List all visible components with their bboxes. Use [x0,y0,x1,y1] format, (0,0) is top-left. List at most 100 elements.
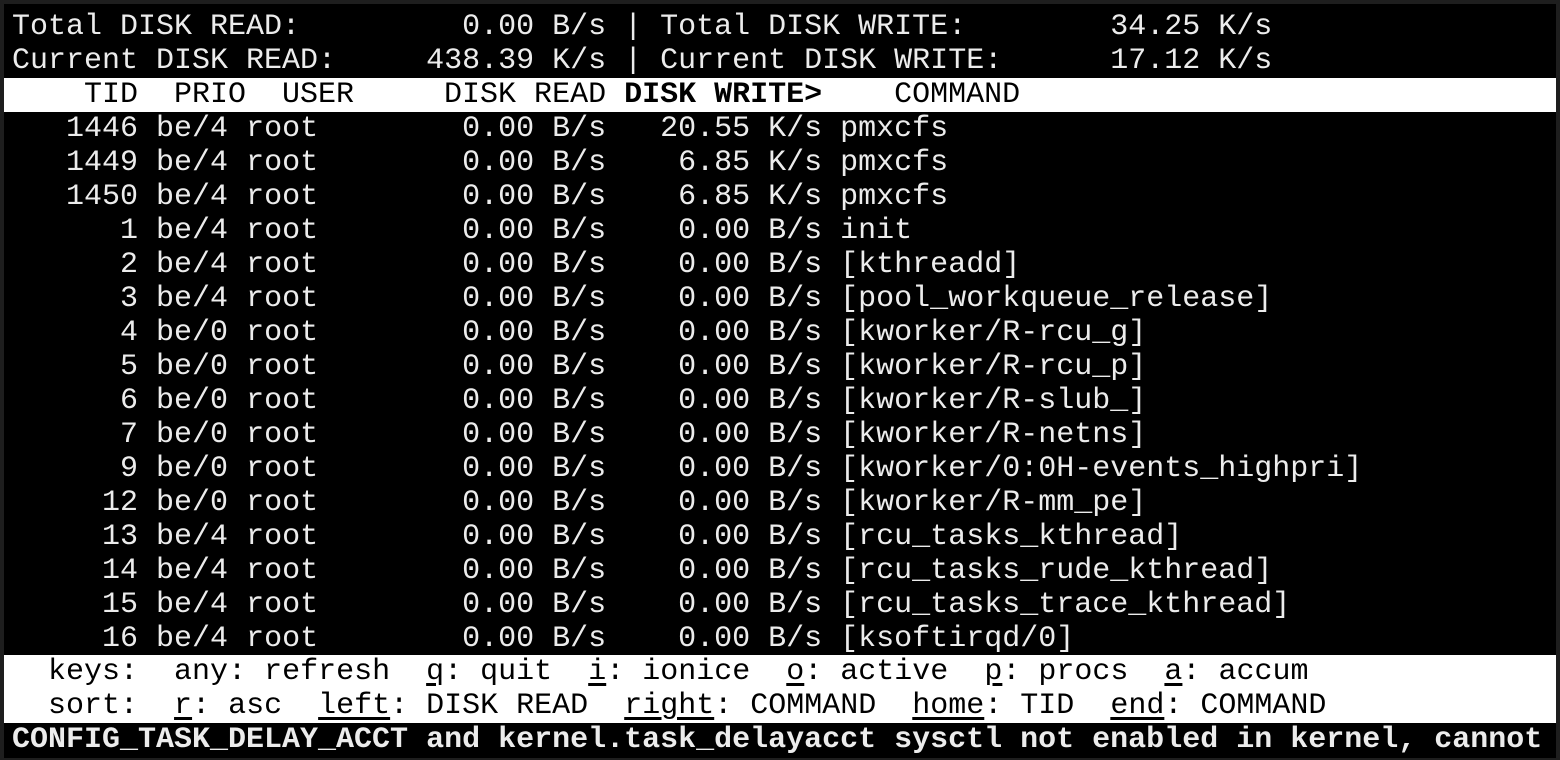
cell-tid: 1449 [66,146,139,180]
table-row[interactable]: 12 be/0 root 0.00 B/s 0.00 B/s [kworker/R-… [4,486,1556,520]
cell-prio: be/0 [156,452,229,486]
cell-read: 0.00 B/s [462,146,607,180]
cell-read: 0.00 B/s [462,452,607,486]
separator: | [624,10,643,44]
sort-help-line: sort: r: asc left: DISK READ right: COMM… [4,689,1556,723]
column-user[interactable]: USER [282,78,355,112]
cell-user: root [246,112,319,146]
cell-tid: 14 [102,554,139,588]
cell-user: root [246,622,319,656]
cell-user: root [246,282,319,316]
cell-prio: be/4 [156,588,229,622]
cell-user: root [246,214,319,248]
cell-prio: be/4 [156,520,229,554]
cell-tid: 2 [120,248,139,282]
cell-read: 0.00 B/s [462,622,607,656]
cell-user: root [246,384,319,418]
help-action: COMMAND [1200,689,1327,723]
help-item-home[interactable]: home: TID [912,689,1075,723]
table-row[interactable]: 6 be/0 root 0.00 B/s 0.00 B/s [kworker/R-s… [4,384,1556,418]
help-item-q[interactable]: q: quit [426,655,553,689]
total-read-label: Total DISK READ: [12,10,301,44]
help-item-r[interactable]: r: asc [174,689,283,723]
cell-prio: be/4 [156,146,229,180]
table-row[interactable]: 2 be/4 root 0.00 B/s 0.00 B/s [kthreadd] [4,248,1556,282]
help-item-o[interactable]: o: active [786,655,949,689]
cell-user: root [246,350,319,384]
cell-read: 0.00 B/s [462,588,607,622]
table-row[interactable]: 7 be/0 root 0.00 B/s 0.00 B/s [kworker/R-n… [4,418,1556,452]
current-write-label: Current DISK WRITE: [660,44,1003,78]
cell-command: [rcu_tasks_kthread] [840,520,1183,554]
cell-prio: be/4 [156,180,229,214]
cell-tid: 7 [120,418,139,452]
cell-read: 0.00 B/s [462,180,607,214]
column-disk-read[interactable]: DISK READ [444,78,607,112]
table-row[interactable]: 16 be/4 root 0.00 B/s 0.00 B/s [ksoftirqd/… [4,622,1556,656]
cell-user: root [246,146,319,180]
table-row[interactable]: 14 be/4 root 0.00 B/s 0.00 B/s [rcu_tasks_… [4,554,1556,588]
cell-read: 0.00 B/s [462,112,607,146]
cell-command: [kworker/R-rcu_p] [840,350,1147,384]
cell-tid: 3 [120,282,139,316]
cell-write: 0.00 B/s [678,588,823,622]
cell-write: 0.00 B/s [678,316,823,350]
table-row[interactable]: 1446 be/4 root 0.00 B/s 20.55 K/s pmxcfs [4,112,1556,146]
cell-command: [pool_workqueue_release] [840,282,1273,316]
help-action: DISK READ [426,689,589,723]
cell-tid: 12 [102,486,139,520]
current-read-label: Current DISK READ: [12,44,337,78]
column-tid[interactable]: TID [84,78,139,112]
column-prio[interactable]: PRIO [174,78,247,112]
cell-tid: 16 [102,622,139,656]
table-row[interactable]: 3 be/4 root 0.00 B/s 0.00 B/s [pool_workqu… [4,282,1556,316]
current-read-value: 438.39 K/s [426,44,607,78]
cell-user: root [246,486,319,520]
cell-read: 0.00 B/s [462,418,607,452]
cell-command: [rcu_tasks_trace_kthread] [840,588,1291,622]
cell-write: 0.00 B/s [678,248,823,282]
help-label: sort: [48,689,139,723]
table-row[interactable]: 13 be/4 root 0.00 B/s 0.00 B/s [rcu_tasks_… [4,520,1556,554]
table-row[interactable]: 1449 be/4 root 0.00 B/s 6.85 K/s pmxcfs [4,146,1556,180]
total-write-value: 34.25 K/s [1110,10,1273,44]
cell-write: 0.00 B/s [678,452,823,486]
help-key: right [624,689,715,723]
help-item-i[interactable]: i: ionice [588,655,751,689]
cell-tid: 13 [102,520,139,554]
cell-write: 0.00 B/s [678,486,823,520]
help-item-right[interactable]: right: COMMAND [624,689,877,723]
help-item-p[interactable]: p: procs [984,655,1129,689]
help-key: o [786,655,805,689]
column-header: TID PRIO USER DISK READ DISK WRITE> COMMAN… [4,78,1556,112]
cell-prio: be/0 [156,316,229,350]
cell-prio: be/4 [156,622,229,656]
help-item-end[interactable]: end: COMMAND [1110,689,1327,723]
help-key: left [318,689,391,723]
help-action: TID [1020,689,1075,723]
cell-user: root [246,588,319,622]
cell-write: 0.00 B/s [678,520,823,554]
table-row[interactable]: 5 be/0 root 0.00 B/s 0.00 B/s [kworker/R-r… [4,350,1556,384]
help-item-left[interactable]: left: DISK READ [318,689,589,723]
help-item-a[interactable]: a: accum [1164,655,1309,689]
cell-command: pmxcfs [840,180,949,214]
table-row[interactable]: 9 be/0 root 0.00 B/s 0.00 B/s [kworker/0:0… [4,452,1556,486]
table-row[interactable]: 4 be/0 root 0.00 B/s 0.00 B/s [kworker/R-r… [4,316,1556,350]
cell-write: 0.00 B/s [678,384,823,418]
table-row[interactable]: 1 be/4 root 0.00 B/s 0.00 B/s init [4,214,1556,248]
cell-tid: 1 [120,214,139,248]
column-command[interactable]: COMMAND [894,78,1021,112]
total-disk-io-line: Total DISK READ: 0.00 B/s | Total DISK WR… [4,10,1556,44]
help-key: any [174,655,229,689]
column-disk-write[interactable]: DISK WRITE> [624,78,823,112]
table-row[interactable]: 15 be/4 root 0.00 B/s 0.00 B/s [rcu_tasks_… [4,588,1556,622]
cell-read: 0.00 B/s [462,350,607,384]
help-action: refresh [264,655,391,689]
cell-read: 0.00 B/s [462,554,607,588]
cell-user: root [246,248,319,282]
cell-user: root [246,180,319,214]
cell-command: pmxcfs [840,146,949,180]
table-row[interactable]: 1450 be/4 root 0.00 B/s 6.85 K/s pmxcfs [4,180,1556,214]
help-item-any[interactable]: any: refresh [174,655,391,689]
